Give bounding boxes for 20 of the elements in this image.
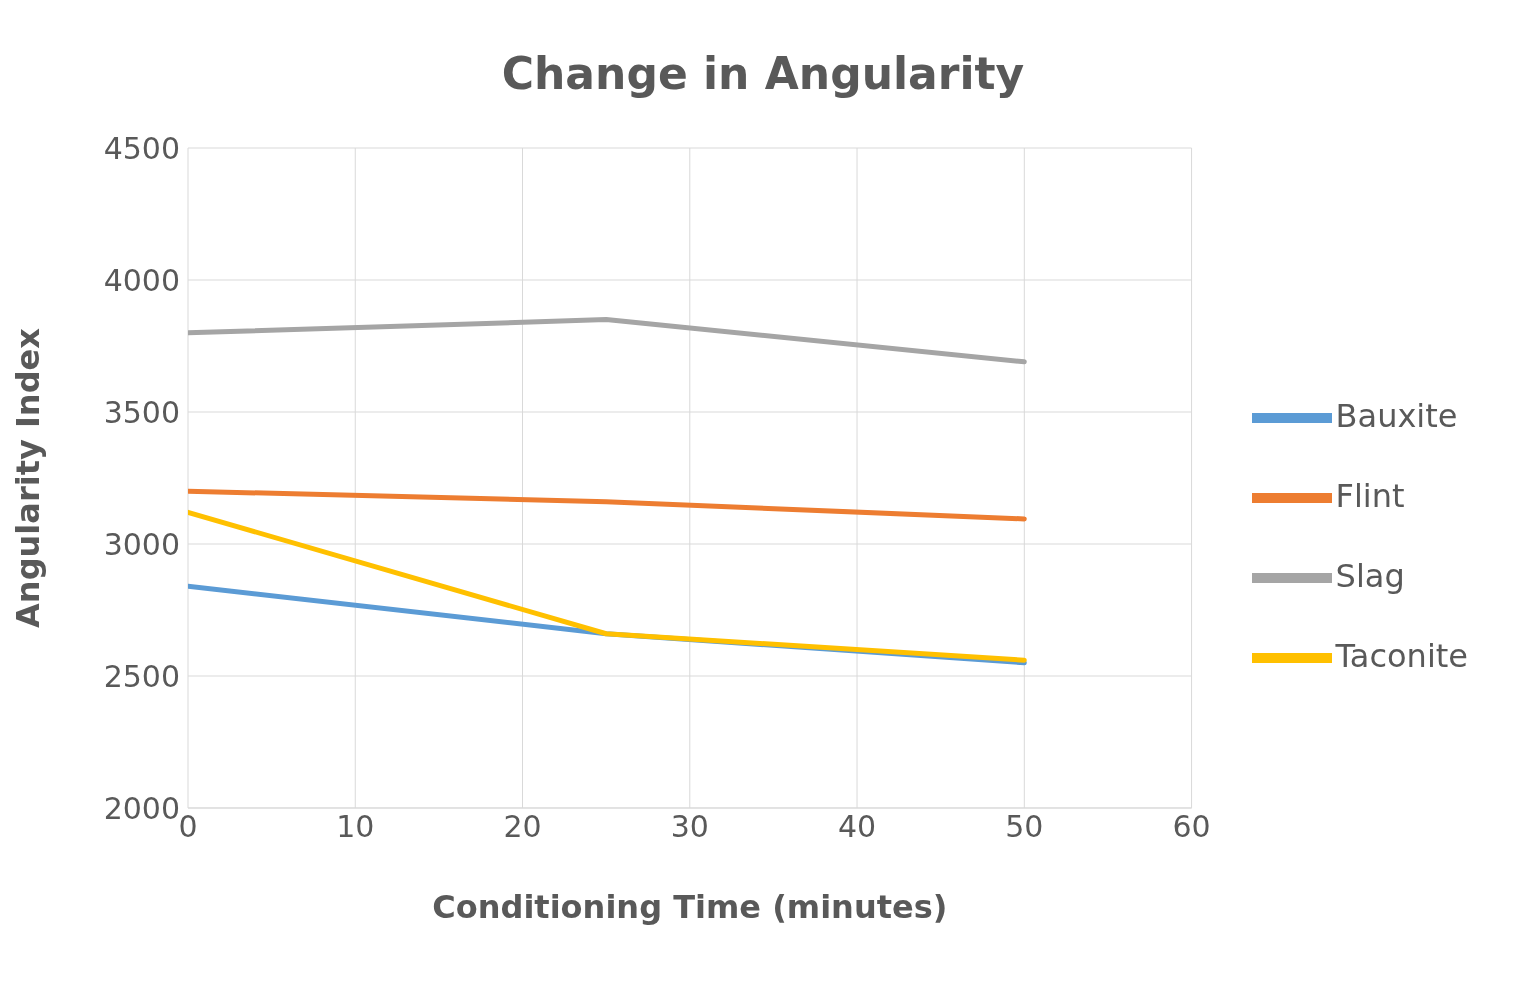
y-tick-label: 3500 [103, 394, 180, 430]
chart-title: Change in Angularity [500, 47, 1026, 101]
y-tick-label: 3000 [103, 526, 180, 562]
y-tick-label: 2000 [103, 790, 180, 826]
x-tick-label: 30 [670, 809, 709, 845]
legend-label: Slag [1335, 557, 1405, 595]
x-tick-label: 60 [1172, 809, 1211, 845]
legend-label: Flint [1335, 477, 1405, 515]
y-axis-title: Angularity Index [9, 327, 48, 628]
y-tick-label: 4500 [103, 130, 180, 166]
y-tick-label: 4000 [103, 262, 180, 298]
legend-label: Bauxite [1335, 397, 1458, 435]
x-tick-label: 40 [837, 809, 877, 845]
x-tick-label: 0 [178, 809, 198, 845]
x-tick-label: 50 [1005, 809, 1044, 845]
legend-label: Taconite [1335, 637, 1468, 675]
x-tick-label: 10 [336, 809, 375, 845]
y-tick-label: 2500 [103, 658, 180, 694]
x-axis-title: Conditioning Time (minutes) [432, 888, 948, 926]
x-tick-label: 20 [503, 809, 542, 845]
